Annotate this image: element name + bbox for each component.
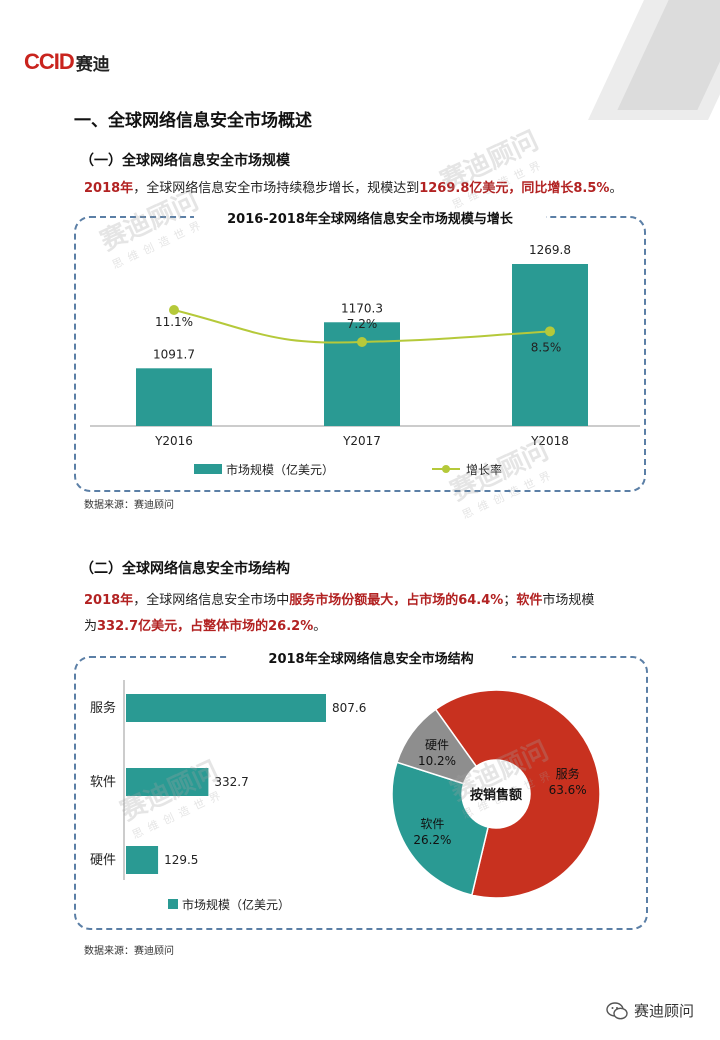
hbar-value-label-软件: 332.7 bbox=[214, 775, 248, 789]
logo-brand: CCID bbox=[24, 49, 75, 74]
part1-heading: （一）全球网络信息安全市场规模 bbox=[80, 153, 290, 169]
part1-highlight: 1269.8亿美元，同比增长8.5% bbox=[419, 181, 610, 196]
legend-label-market-size: 市场规模（亿美元） bbox=[226, 462, 334, 477]
ccid-logo: CCID 赛迪 bbox=[24, 49, 110, 75]
bar-value-label-Y2017: 1170.3 bbox=[341, 301, 383, 315]
bar-Y2016 bbox=[136, 368, 212, 426]
corner-decoration bbox=[570, 0, 720, 150]
logo-brand-cn: 赛迪 bbox=[75, 54, 110, 75]
donut-chart-market-share: 服务 63.6% 软件 26.2% 硬件 10.2% 按销售额 bbox=[391, 689, 601, 899]
part1-year: 2018年 bbox=[84, 181, 134, 196]
part1-mid: ，全球网络信息安全市场持续稳步增长，规模达到 bbox=[133, 181, 420, 196]
part2-paragraph-line1: 2018年，全球网络信息安全市场中服务市场份额最大，占市场的64.4%；软件市场… bbox=[84, 588, 594, 614]
donut-slice-服务 bbox=[434, 689, 601, 899]
donut-pct-硬件: 10.2% bbox=[418, 754, 456, 768]
bar-chart-market-structure: 服务 807.6 软件 332.7 硬件 129.5 市场规模（亿美元） bbox=[90, 680, 366, 912]
part2-semicolon: ； bbox=[503, 593, 517, 608]
part2-paragraph-line2: 为332.7亿美元，占整体市场的26.2%。 bbox=[84, 614, 326, 640]
donut-pct-服务: 63.6% bbox=[549, 783, 587, 797]
donut-center-label: 按销售额 bbox=[470, 787, 522, 803]
part2-line2-end: 。 bbox=[313, 619, 327, 634]
footer-account-name: 赛迪顾问 bbox=[633, 1002, 694, 1020]
legend-label-growth: 增长率 bbox=[466, 462, 502, 477]
part1-source: 数据来源：赛迪顾问 bbox=[84, 500, 174, 511]
legend-swatch-market-size bbox=[194, 464, 222, 474]
growth-label-Y2018: 8.5% bbox=[531, 340, 562, 354]
y-tick-服务: 服务 bbox=[90, 700, 116, 716]
legend-swatch-growth-dot bbox=[442, 465, 450, 473]
part2-highlight-software: 332.7亿美元，占整体市场的26.2% bbox=[97, 619, 314, 634]
part1-end: 。 bbox=[609, 181, 623, 196]
x-tick-Y2017: Y2017 bbox=[342, 434, 381, 448]
growth-point-Y2018 bbox=[545, 326, 555, 337]
section-title: 一、全球网络信息安全市场概述 bbox=[74, 111, 312, 131]
x-tick-Y2016: Y2016 bbox=[154, 434, 193, 448]
bar-value-label-Y2018: 1269.8 bbox=[529, 243, 571, 257]
hbar-value-label-服务: 807.6 bbox=[332, 701, 366, 715]
chart1-title: 2016-2018年全球网络信息安全市场规模与增长 bbox=[194, 208, 546, 227]
footer-wechat-account: 赛迪顾问 bbox=[606, 1000, 694, 1021]
x-tick-Y2018: Y2018 bbox=[530, 434, 569, 448]
donut-pct-软件: 26.2% bbox=[413, 833, 451, 847]
part2-line2-pre: 为 bbox=[84, 619, 98, 634]
growth-label-Y2016: 11.1% bbox=[155, 315, 193, 329]
combo-chart-market-size-growth: 1091.7 Y2016 1170.3 Y2017 1269.8 Y2018 11.1% 7.… bbox=[90, 243, 640, 477]
donut-name-服务: 服务 bbox=[556, 766, 580, 781]
donut-name-硬件: 硬件 bbox=[425, 738, 449, 752]
legend-swatch-market-size-2 bbox=[168, 899, 178, 909]
part1-paragraph: 2018年，全球网络信息安全市场持续稳步增长，规模达到1269.8亿美元，同比增… bbox=[84, 176, 622, 202]
donut-slice-硬件 bbox=[396, 708, 478, 785]
growth-point-Y2016 bbox=[169, 305, 179, 315]
part2-source: 数据来源：赛迪顾问 bbox=[84, 946, 174, 957]
part2-mid: ，全球网络信息安全市场中 bbox=[133, 593, 290, 608]
part2-heading: （二）全球网络信息安全市场结构 bbox=[80, 561, 290, 577]
donut-slice-软件 bbox=[391, 761, 490, 897]
part2-software: 软件 bbox=[516, 593, 543, 608]
part2-highlight-service: 服务市场份额最大，占市场的64.4% bbox=[289, 593, 504, 608]
growth-label-Y2017: 7.2% bbox=[347, 317, 378, 331]
hbar-硬件 bbox=[126, 846, 159, 874]
part2-year: 2018年 bbox=[84, 593, 134, 608]
hbar-value-label-硬件: 129.5 bbox=[164, 853, 198, 867]
y-tick-硬件: 硬件 bbox=[90, 853, 116, 868]
bar-value-label-Y2016: 1091.7 bbox=[153, 347, 195, 361]
wechat-icon bbox=[606, 1001, 628, 1019]
legend-label-market-size-2: 市场规模（亿美元） bbox=[182, 897, 290, 912]
bar-Y2018 bbox=[512, 264, 588, 426]
part2-line1-end: 市场规模 bbox=[542, 593, 595, 608]
hbar-软件 bbox=[126, 768, 209, 796]
donut-hole bbox=[463, 761, 529, 827]
donut-name-软件: 软件 bbox=[420, 817, 444, 831]
chart2-title: 2018年全球网络信息安全市场结构 bbox=[230, 648, 512, 667]
hbar-服务 bbox=[126, 694, 326, 722]
growth-point-Y2017 bbox=[357, 336, 367, 347]
y-tick-软件: 软件 bbox=[90, 775, 116, 790]
